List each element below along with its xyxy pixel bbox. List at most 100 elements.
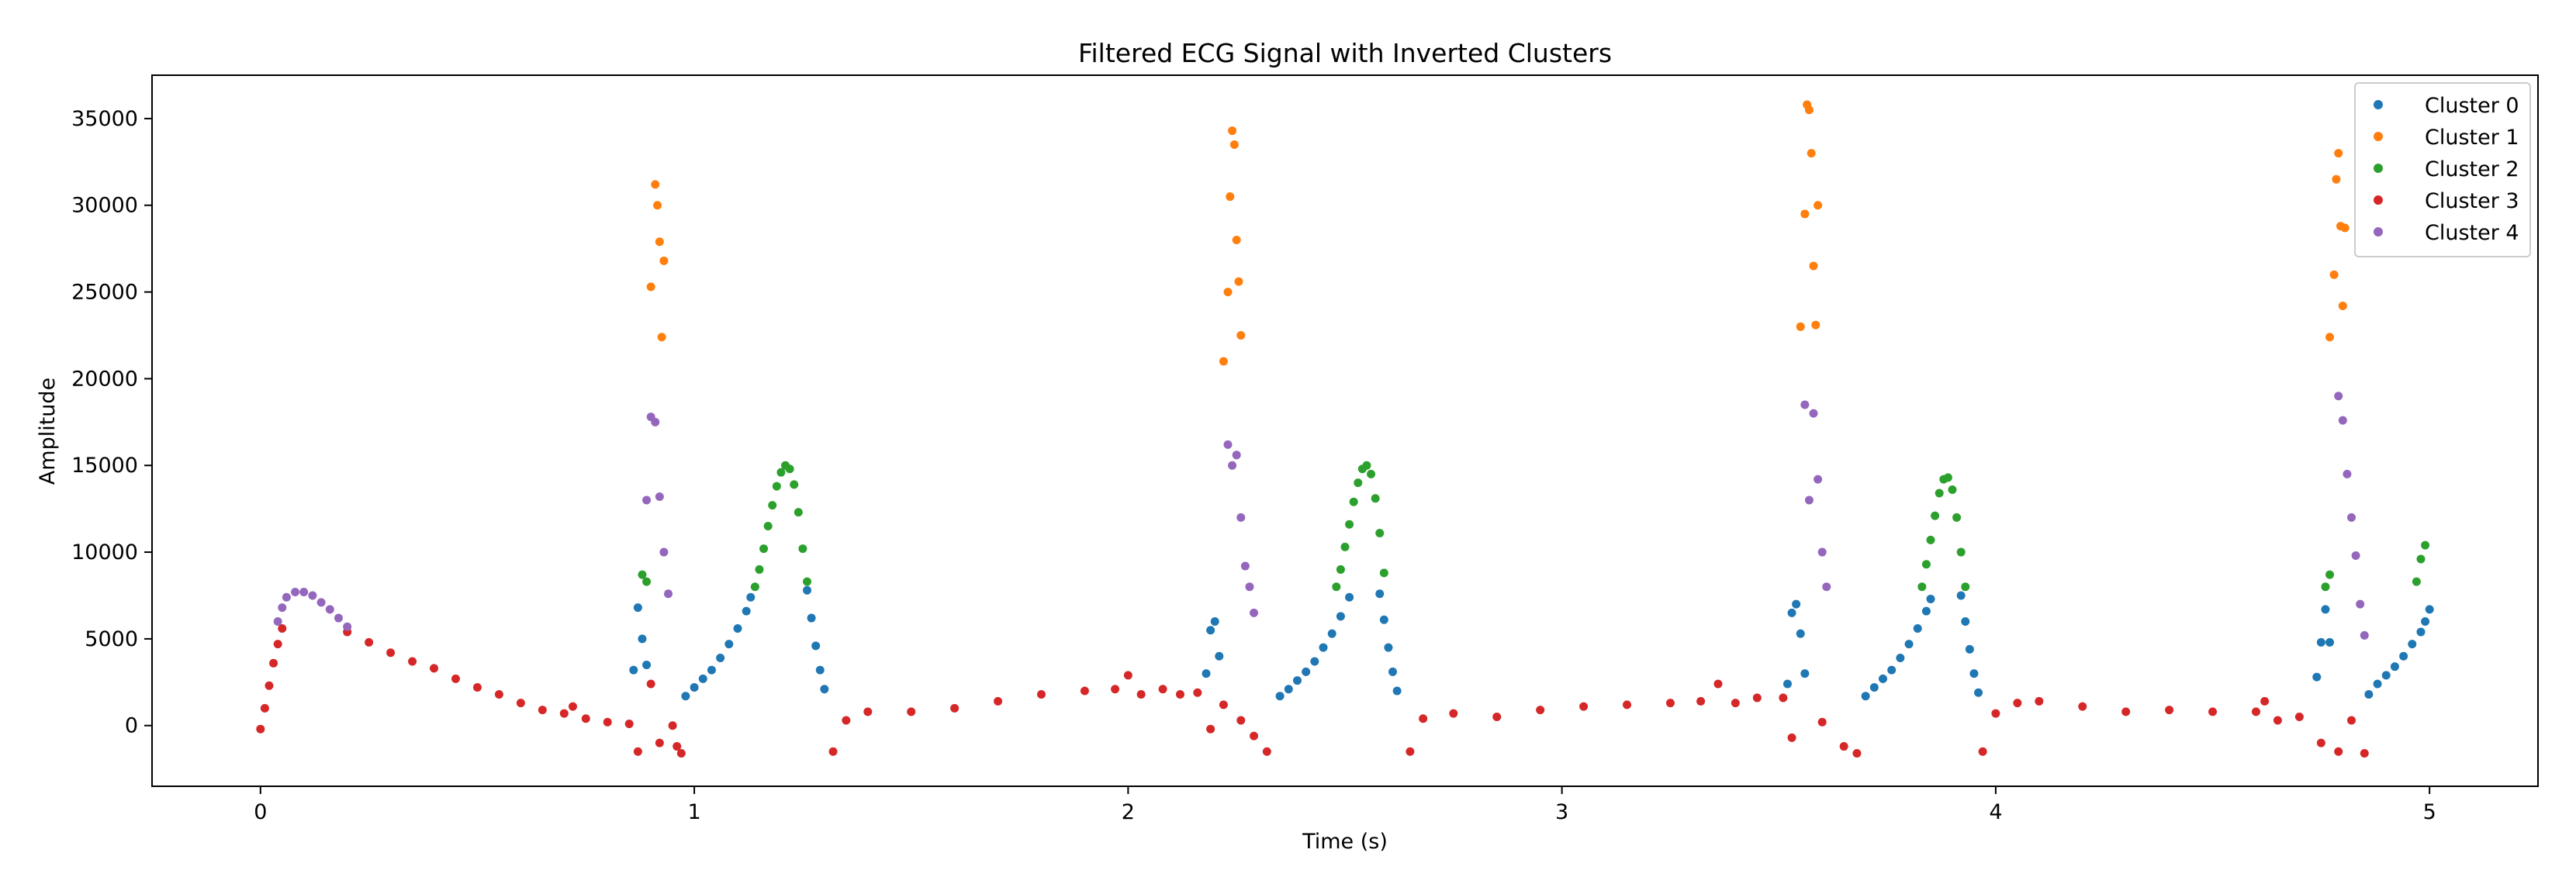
data-point [494,689,503,699]
data-point [1852,749,1862,758]
data-point [1310,657,1319,666]
legend-label: Cluster 0 [2425,94,2519,118]
data-point [1354,478,1363,488]
data-point [776,468,786,477]
data-point [907,707,916,716]
data-point [1371,494,1380,503]
y-tick-label: 5000 [85,627,138,651]
data-point [408,657,417,666]
legend-label: Cluster 1 [2425,126,2519,150]
data-point [568,702,577,711]
x-tick-label: 5 [2423,800,2436,824]
data-point [2325,333,2335,342]
data-point [1202,669,1211,678]
data-point [1250,731,1259,741]
data-point [828,747,838,756]
data-point [1080,686,1089,696]
data-point [265,681,274,690]
data-point [1713,679,1723,689]
data-point [308,591,317,600]
data-point [1887,665,1897,675]
data-point [316,598,326,607]
data-point [516,699,525,708]
data-point [2325,570,2335,579]
data-point [451,674,460,683]
x-tick-label: 0 [254,800,267,824]
data-points [256,100,2434,758]
data-point [950,703,960,713]
data-point [1948,485,1957,495]
data-point [1822,582,1831,592]
data-point [2316,637,2325,647]
data-point [659,256,669,265]
data-point [1796,322,1805,331]
data-point [2347,716,2356,725]
data-point [1779,693,1788,703]
data-point [278,603,287,613]
legend-label: Cluster 2 [2425,157,2519,181]
data-point [1327,629,1336,638]
data-point [655,492,664,501]
data-point [633,603,642,613]
data-point [1817,547,1827,557]
data-point [1419,714,1428,723]
data-point [1800,400,1810,409]
data-point [1839,742,1848,751]
data-point [2329,270,2339,279]
data-point [1804,105,1814,115]
data-point [673,742,682,751]
data-point [1787,733,1796,742]
data-point [1965,644,1974,654]
legend-marker [2374,195,2383,205]
data-point [1811,320,1820,330]
data-point [2273,716,2282,725]
data-point [2316,738,2325,748]
data-point [1752,693,1762,703]
data-point [1362,461,1371,470]
data-point [1792,599,1801,609]
data-point [1379,568,1388,578]
data-point [646,282,655,292]
data-point [2412,577,2421,586]
data-point [472,683,482,692]
data-point [291,588,300,597]
data-point [2251,707,2260,716]
data-point [2351,551,2360,561]
series-cluster-4 [273,392,2369,640]
data-point [1234,277,1243,286]
data-point [633,747,642,756]
data-point [1921,560,1931,569]
x-axis-label: Time (s) [1302,830,1388,854]
chart-title: Filtered ECG Signal with Inverted Cluste… [1078,38,1612,68]
data-point [1814,475,1823,484]
data-point [1384,643,1393,652]
legend: Cluster 0 Cluster 1 Cluster 2 Cluster 3 Clus… [2354,82,2531,257]
y-tick-label: 0 [125,714,138,738]
data-point [1379,615,1388,624]
data-point [1226,192,1235,202]
series-cluster-3 [256,623,2369,758]
data-point [659,547,669,557]
data-point [2364,689,2374,699]
data-point [343,622,352,631]
data-point [1210,617,1219,627]
data-point [581,714,590,723]
data-point [750,582,759,592]
data-point [2338,301,2347,310]
data-point [1193,688,1202,697]
data-point [1345,592,1354,602]
data-point [1809,409,1818,418]
data-point [365,637,374,647]
data-point [1158,685,1167,694]
data-point [1974,688,1983,697]
data-point [1896,653,1905,662]
data-point [698,674,707,683]
data-point [2416,554,2426,564]
data-point [1332,582,1341,592]
legend-marker [2374,100,2383,109]
data-point [2165,706,2174,715]
data-point [733,623,742,633]
data-point [1206,626,1215,635]
y-tick-label: 20000 [71,367,138,391]
